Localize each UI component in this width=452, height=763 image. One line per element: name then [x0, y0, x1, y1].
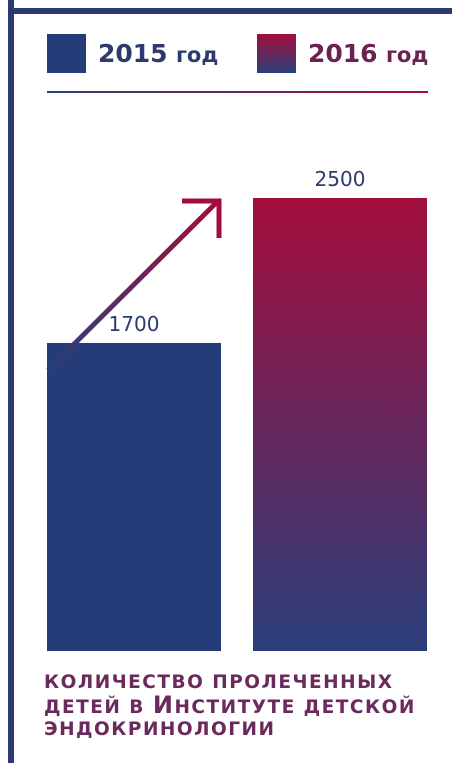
legend-year-2016: 2016	[308, 39, 378, 68]
legend-year-2015: 2015	[98, 39, 168, 68]
bar-2016	[253, 198, 427, 651]
caption-line-3: ЭНДОКРИНОЛОГИИ	[44, 719, 276, 740]
legend-label-2015: 2015 год	[98, 36, 218, 73]
legend-swatch-2016	[257, 34, 296, 73]
legend-label-2016: 2016 год	[308, 36, 428, 73]
legend-unit-2016: год	[385, 43, 429, 67]
legend-divider	[47, 91, 428, 93]
legend: 2015 год 2016 год	[0, 0, 452, 100]
data-label-2015: 1700	[109, 312, 160, 336]
caption-line-2-big-letter: И	[152, 691, 175, 719]
data-label-2016: 2500	[315, 167, 366, 191]
frame-left-border	[8, 0, 14, 763]
trend-arrow-icon	[46, 198, 222, 372]
legend-swatch-2015	[47, 34, 86, 73]
caption-line-2: ДЕТЕЙ В ИНСТИТУТЕ ДЕТСКОЙ	[44, 691, 444, 719]
caption-line-2-rest: НСТИТУТЕ ДЕТСКОЙ	[174, 697, 416, 718]
chart-caption: КОЛИЧЕСТВО ПРОЛЕЧЕННЫХ ДЕТЕЙ В ИНСТИТУТЕ…	[44, 672, 444, 741]
caption-line-2-prefix: ДЕТЕЙ В	[44, 697, 153, 718]
frame-top-border	[8, 8, 452, 14]
caption-line-1: КОЛИЧЕСТВО ПРОЛЕЧЕННЫХ	[44, 672, 394, 693]
legend-unit-2015: год	[175, 43, 219, 67]
bar-2015	[47, 342, 221, 651]
